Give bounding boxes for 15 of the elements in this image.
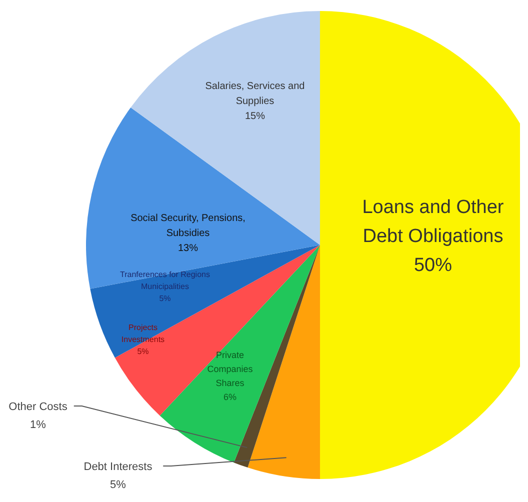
data-label: 1% bbox=[30, 419, 46, 431]
slice-label: Social Security, Pensions, Subsidies bbox=[130, 213, 246, 239]
data-label: 15% bbox=[244, 111, 266, 122]
data-label: 5% bbox=[137, 347, 149, 356]
slice-label: Tranferences for Regions Municipalities bbox=[120, 270, 210, 291]
slice-label: Salaries, Services and Supplies bbox=[205, 81, 305, 107]
data-label: 5% bbox=[110, 479, 126, 491]
data-label: 50% bbox=[414, 255, 452, 276]
slice-label: Other Costs bbox=[8, 401, 68, 413]
slice-label: Private Companies Shares bbox=[207, 350, 254, 388]
data-label: 6% bbox=[223, 392, 237, 402]
data-label: 13% bbox=[178, 243, 198, 254]
slice-label: Loans and Other Debt Obligations bbox=[362, 197, 504, 247]
data-label: 5% bbox=[159, 294, 171, 303]
slice-label: Debt Interests bbox=[84, 461, 153, 473]
